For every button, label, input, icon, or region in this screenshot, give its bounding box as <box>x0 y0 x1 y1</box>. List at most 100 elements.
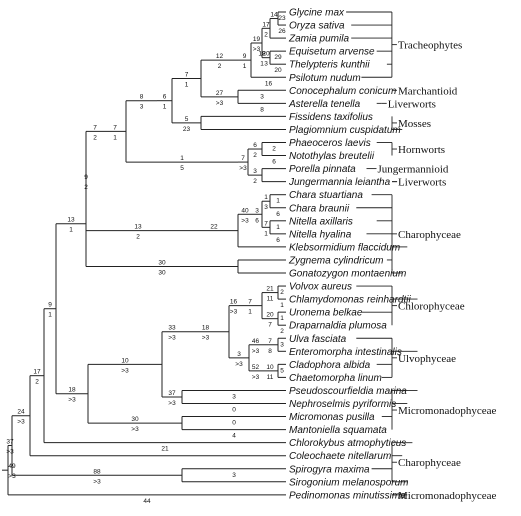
branch-length-label: 20 <box>262 51 270 58</box>
branch-length-label: 6 <box>253 142 257 149</box>
branch-length-label: 9 <box>243 53 247 60</box>
taxon-label: Mantoniella squamata <box>289 425 387 436</box>
support-label: 3 <box>232 472 236 479</box>
taxon-label: Equisetum arvense <box>289 47 375 58</box>
group-label: Chlorophyceae <box>398 301 465 313</box>
branch-length-label: 37 <box>168 390 176 397</box>
taxon-label: Phaeoceros laevis <box>289 138 371 149</box>
group-label: Liverworts <box>398 177 446 189</box>
support-label: 3 <box>140 104 144 111</box>
taxon-label: Oryza sativa <box>289 21 345 32</box>
support-label: 1 <box>276 224 280 231</box>
branch-length-label: 7 <box>241 155 245 162</box>
support-label: 23 <box>183 126 191 133</box>
support-label: 2 <box>280 289 284 296</box>
support-label: 1 <box>113 134 117 141</box>
branch-length-label: 8 <box>140 94 144 101</box>
taxon-label: Conocephalum conicum <box>289 86 396 97</box>
support-label: >3 <box>68 397 76 404</box>
taxon-label: Coleochaete nitellarum <box>289 451 391 462</box>
branch-length-label: 7 <box>185 71 189 78</box>
branch-length-label: 14 <box>270 12 278 19</box>
branch-length-label: 33 <box>168 325 176 332</box>
branch-length-label: 18 <box>68 387 76 394</box>
branch-length-label: 3 <box>255 207 259 214</box>
support-label: 11 <box>267 296 274 303</box>
taxon-label: Porella pinnata <box>289 164 356 175</box>
taxon-label: Chara stuartiana <box>289 190 363 201</box>
branch-length-label: 24 <box>17 409 25 416</box>
group-label: Ulvophyceae <box>398 353 456 365</box>
branch-length-label: 22 <box>210 224 218 231</box>
group-label: Hornworts <box>398 144 445 156</box>
support-label: 1 <box>280 315 284 322</box>
taxon-label: Draparnaldia plumosa <box>289 321 387 332</box>
branch-length-label: 17 <box>262 21 270 28</box>
support-label: >3 <box>230 309 238 316</box>
support-label: 8 <box>260 106 264 113</box>
support-label: >3 <box>241 217 249 224</box>
support-label: 1 <box>248 309 252 316</box>
taxon-label: Plagiomnium cuspidatum <box>289 125 401 136</box>
support-label: 2 <box>218 63 222 70</box>
support-label: 2 <box>264 31 268 38</box>
support-label: 11 <box>267 374 274 381</box>
support-label: >3 <box>216 100 224 107</box>
branch-length-label: 52 <box>252 364 260 371</box>
branch-length-label: 88 <box>93 468 101 475</box>
group-brackets: TracheophytesMarchantioidLiverwortsMosse… <box>346 11 496 502</box>
branch-length-label: 9 <box>84 174 88 181</box>
taxon-label: Enteromorpha intestinalis <box>289 347 402 358</box>
branch-length-label: 9 <box>48 302 52 309</box>
branch-length-label: 7 <box>93 124 97 131</box>
support-label: 0 <box>232 420 236 427</box>
taxon-label: Ulva fasciata <box>289 334 347 345</box>
support-label: 21 <box>161 446 169 453</box>
support-label: 26 <box>278 28 286 35</box>
branch-length-label: 37 <box>6 438 14 445</box>
taxon-label: Psilotum nudum <box>289 73 361 84</box>
group-label: Charophyceae <box>398 457 461 469</box>
branch-length-label: 6 <box>163 94 167 101</box>
branch-length-label: 1 <box>180 155 184 162</box>
support-label: 7 <box>268 322 272 329</box>
taxon-label: Volvox aureus <box>289 282 352 293</box>
taxon-label: Uronema belkae <box>289 308 363 319</box>
support-label: 8 <box>268 348 272 355</box>
support-label: 3 <box>232 393 236 400</box>
support-label: 2 <box>35 379 39 386</box>
support-label: 3 <box>264 204 268 211</box>
support-label: >3 <box>17 419 25 426</box>
taxon-label: Gonatozygon montaenium <box>289 269 406 280</box>
support-label: >3 <box>121 367 129 374</box>
group-label: Jungermannioid <box>378 164 449 176</box>
taxon-label: Chaetomorpha linum <box>289 373 382 384</box>
support-label: 1 <box>243 63 247 70</box>
support-label: 6 <box>276 211 280 218</box>
taxon-labels: Glycine max Oryza sativa Zamia pumila Equis… <box>288 8 412 502</box>
branch-length-label: 49 <box>8 463 16 470</box>
support-label: 1 <box>163 104 167 111</box>
support-label: 2 <box>93 134 97 141</box>
taxon-label: Pseudoscourfieldia marina <box>289 386 407 397</box>
support-label: >3 <box>253 46 261 53</box>
branch-length-label: 20 <box>266 312 274 319</box>
support-label: >3 <box>202 335 210 342</box>
branch-length-label: 10 <box>266 364 274 371</box>
support-label: 2 <box>253 178 257 185</box>
support-label: 1 <box>264 230 268 237</box>
support-label: >3 <box>131 426 139 433</box>
support-label: 5 <box>180 165 184 172</box>
support-label: 1 <box>276 198 280 205</box>
branch-length-label: 27 <box>216 90 224 97</box>
support-label: 6 <box>276 237 280 244</box>
support-label: 1 <box>260 61 264 68</box>
support-label: >3 <box>8 473 16 480</box>
support-label: 44 <box>143 498 151 505</box>
taxon-label: Notothylas breutelii <box>289 151 375 162</box>
taxon-label: Chara braunii <box>289 203 350 214</box>
branch-length-label: 7 <box>248 299 252 306</box>
support-label: >3 <box>93 478 101 485</box>
taxon-label: Nephroselmis pyriformis <box>289 399 396 410</box>
taxon-label: Chlorokybus atmophyticus <box>289 438 406 449</box>
